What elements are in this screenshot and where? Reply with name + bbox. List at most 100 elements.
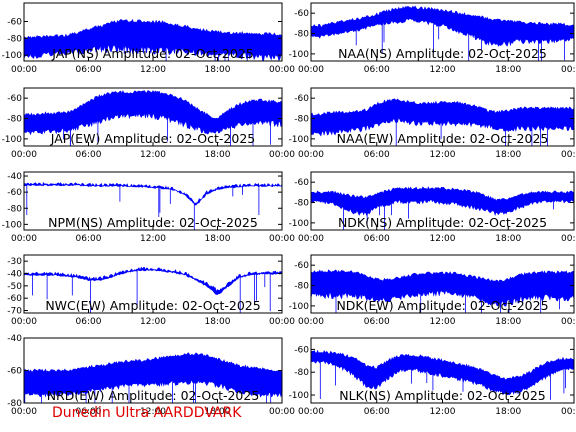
y-tick-label: -80 [294,282,309,292]
x-tick-label: 06:00 [364,234,390,244]
chart-panel-9: -80 -60 -40 00:00 06:00 12:00 18:00 00:00 NRD(EW… [7,334,295,417]
x-tick-label: 18:00 [495,234,521,244]
x-tick-label: 06:00 [76,150,102,160]
x-tick-label: 00:00 [11,407,37,417]
chart-panel-8: -100 -80 -60 00:00 06:00 12:00 18:00 00:00 NDK(E… [289,254,576,327]
x-tick-label: 00:00 [269,407,295,417]
x-tick-label: 00:00 [11,317,37,327]
x-tick-label: 12:00 [430,150,456,160]
y-tick-label: -80 [7,204,22,214]
x-tick-label: 00:00 [561,65,576,75]
series-band [310,186,575,217]
y-tick-label: -60 [294,178,309,188]
y-tick-label: -70 [7,307,22,317]
y-tick-label: -80 [294,368,309,378]
x-tick-label: 00:00 [561,234,576,244]
y-tick-label: -100 [2,135,23,145]
panel-title: JAP(NS) Amplitude: 02-Oct-2025 [51,46,254,61]
y-tick-label: -40 [7,334,22,344]
x-tick-label: 00:00 [298,317,324,327]
chart-panel-1: -100 -80 -60 00:00 06:00 12:00 18:00 00:00 JAP(N… [2,2,295,75]
y-tick-label: -60 [7,17,22,27]
y-tick-label: -60 [7,94,22,104]
y-tick-label: -100 [2,220,23,230]
y-tick-label: -100 [289,302,310,312]
y-tick-label: -80 [294,115,309,125]
y-tick-label: -40 [7,172,22,182]
y-tick-label: -100 [289,50,310,60]
series-band [23,182,283,206]
panel-title: NDK(EW) Amplitude: 02-Oct-2025 [336,298,548,313]
y-tick-label: -80 [7,34,22,44]
y-tick-label: -40 [7,270,22,280]
x-tick-label: 06:00 [76,317,102,327]
x-tick-label: 00:00 [298,150,324,160]
y-tick-label: -60 [7,294,22,304]
x-tick-label: 06:00 [364,65,390,75]
chart-panel-10: -100 -80 -60 00:00 06:00 12:00 18:00 00:00 NLK(N… [289,337,576,417]
x-tick-label: 00:00 [11,150,37,160]
x-tick-label: 00:00 [11,65,37,75]
x-tick-label: 00:00 [11,234,37,244]
y-tick-label: -80 [7,115,22,125]
y-tick-label: -80 [294,30,309,40]
x-tick-label: 12:00 [430,317,456,327]
y-tick-label: -50 [7,282,22,292]
chart-panel-6: -100 -80 -60 00:00 06:00 12:00 18:00 00:00 NDK(N… [289,171,576,244]
x-tick-label: 18:00 [495,150,521,160]
x-tick-label: 00:00 [269,317,295,327]
x-tick-label: 18:00 [205,317,231,327]
panel-title: NLK(NS) Amplitude: 02-Oct-2025 [339,388,545,403]
y-tick-label: -60 [294,261,309,271]
y-tick-label: -100 [289,135,310,145]
x-tick-label: 00:00 [298,407,324,417]
x-tick-label: 12:00 [140,234,166,244]
chart-panel-3: -100 -80 -60 00:00 06:00 12:00 18:00 00:00 JAP(E… [2,87,295,160]
x-tick-label: 00:00 [561,407,576,417]
y-tick-label: -60 [7,188,22,198]
x-tick-label: 00:00 [269,150,295,160]
x-tick-label: 00:00 [269,65,295,75]
panel-title: NPM(NS) Amplitude: 02-Oct-2025 [48,215,258,230]
y-tick-label: -60 [294,94,309,104]
y-tick-label: -100 [289,219,310,229]
x-tick-label: 12:00 [140,150,166,160]
panel-title: JAP(EW) Amplitude: 02-Oct-2025 [50,131,255,146]
x-tick-label: 18:00 [205,65,231,75]
x-tick-label: 06:00 [364,317,390,327]
panel-title: NAA(NS) Amplitude: 02-Oct-2025 [338,46,547,61]
x-tick-label: 18:00 [205,234,231,244]
footer-label: Dunedin Ultra AARDDVARK [52,405,242,421]
y-tick-label: -60 [294,9,309,19]
chart-panel-5: -100 -80 -60 -40 00:00 06:00 12:00 18:00 00:00 NP… [2,171,295,244]
x-tick-label: 18:00 [495,65,521,75]
x-tick-label: 06:00 [364,150,390,160]
series-band [23,89,283,136]
chart-panel-4: -100 -80 -60 00:00 06:00 12:00 18:00 00:00 NAA(E… [289,87,576,160]
x-tick-label: 06:00 [76,407,102,417]
x-tick-label: 12:00 [430,234,456,244]
panel-title: NAA(EW) Amplitude: 02-Oct-2025 [337,131,549,146]
x-tick-label: 18:00 [495,317,521,327]
x-tick-label: 06:00 [76,234,102,244]
y-tick-label: -60 [7,367,22,377]
x-tick-label: 00:00 [561,150,576,160]
x-tick-label: 12:00 [140,65,166,75]
panel-title: NDK(NS) Amplitude: 02-Oct-2025 [338,215,547,230]
x-tick-label: 00:00 [298,65,324,75]
y-tick-label: -80 [294,199,309,209]
y-tick-label: -80 [7,399,22,409]
x-tick-label: 12:00 [430,407,456,417]
chart-panel-2: -100 -80 -60 00:00 06:00 12:00 18:00 00:00 NAA(N… [289,2,576,75]
x-tick-label: 06:00 [76,65,102,75]
panel-title: NRD(EW) Amplitude: 02-Oct-2025 [47,388,260,403]
x-tick-label: 12:00 [140,317,166,327]
x-tick-label: 12:00 [140,407,166,417]
x-tick-label: 18:00 [205,407,231,417]
x-tick-label: 00:00 [561,317,576,327]
y-tick-label: -30 [7,257,22,267]
x-tick-label: 06:00 [364,407,390,417]
x-tick-label: 18:00 [495,407,521,417]
series-band [23,266,283,295]
